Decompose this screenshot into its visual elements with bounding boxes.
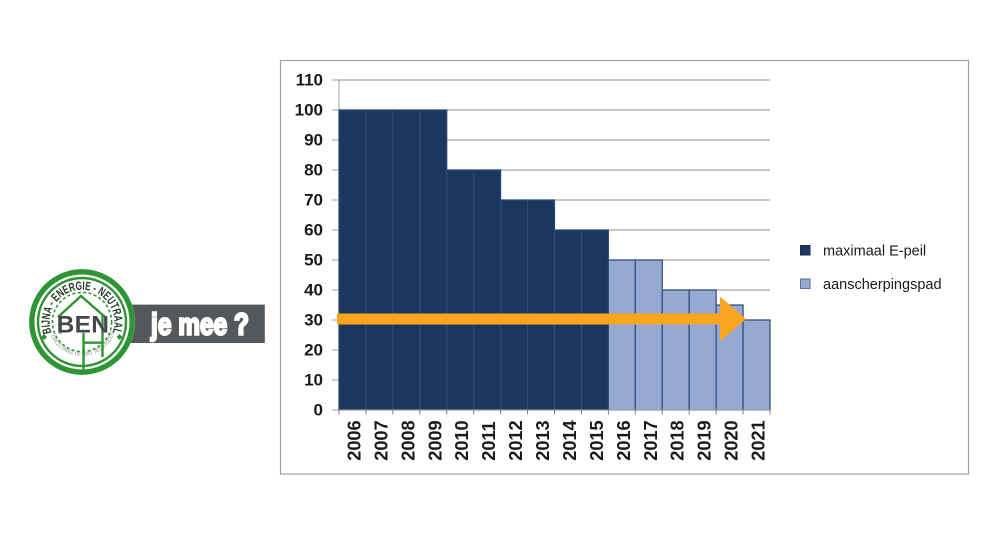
svg-text:2012: 2012 [506,420,526,460]
svg-text:10: 10 [304,371,323,390]
svg-text:2013: 2013 [533,420,553,460]
svg-text:maximaal E-peil: maximaal E-peil [823,244,926,260]
svg-text:2008: 2008 [398,420,418,460]
svg-text:2011: 2011 [479,421,499,460]
svg-text:70: 70 [304,191,323,210]
svg-text:110: 110 [296,71,323,90]
svg-text:2015: 2015 [587,420,607,460]
svg-text:2020: 2020 [722,420,742,460]
svg-text:0: 0 [314,401,323,420]
svg-text:100: 100 [295,101,323,120]
svg-text:2006: 2006 [345,420,365,460]
svg-text:2007: 2007 [371,420,391,460]
svg-text:2019: 2019 [695,420,715,460]
svg-text:2014: 2014 [560,419,580,460]
svg-text:80: 80 [304,161,323,180]
svg-text:2010: 2010 [452,420,472,460]
svg-text:60: 60 [304,221,323,240]
svg-text:2017: 2017 [641,420,661,460]
svg-text:2016: 2016 [614,420,634,460]
svg-text:je mee ?: je mee ? [150,307,249,341]
svg-text:2009: 2009 [425,420,445,460]
svg-text:30: 30 [304,311,323,330]
svg-text:20: 20 [304,341,323,360]
svg-text:2021: 2021 [749,420,769,460]
svg-text:2018: 2018 [668,420,688,460]
svg-text:aanscherpingspad: aanscherpingspad [823,277,942,293]
svg-text:40: 40 [304,281,323,300]
svg-text:50: 50 [304,251,323,270]
svg-text:90: 90 [304,131,323,150]
svg-text:BEN: BEN [57,311,110,338]
